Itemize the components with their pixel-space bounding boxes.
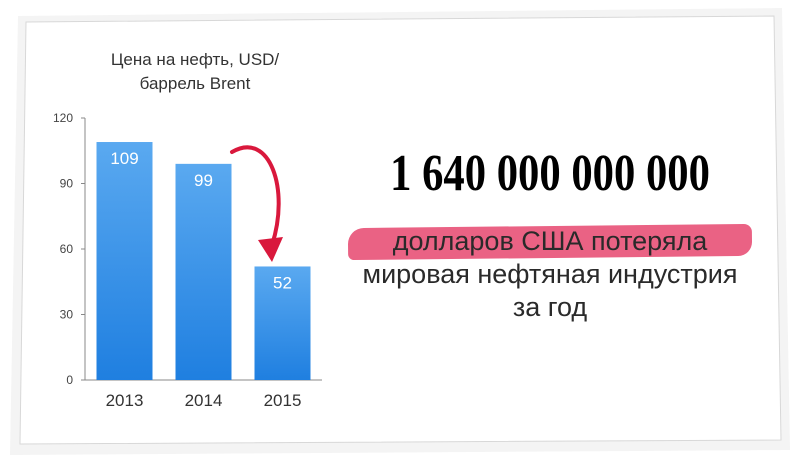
y-tick-label: 90: [60, 177, 74, 191]
chart-title: Цена на нефть, USD/ баррель Brent: [60, 48, 330, 96]
data-label: 99: [194, 171, 213, 190]
bar-2015: [254, 266, 311, 380]
headline-line-2: мировая нефтяная индустрия: [362, 259, 738, 289]
y-tick-label: 30: [60, 308, 74, 322]
bar-2013: [96, 142, 153, 380]
headline-line-1: долларов США потеряла: [392, 226, 708, 256]
headline-number: 1 640 000 000 000: [390, 145, 710, 202]
decline-arrow-head: [258, 237, 283, 262]
bar-2014: [175, 163, 232, 380]
data-label: 52: [273, 273, 292, 292]
x-tick-label: 2015: [264, 391, 302, 410]
data-label: 109: [110, 149, 138, 168]
chart-title-line-2: баррель Brent: [139, 74, 251, 93]
x-tick-label: 2013: [106, 391, 144, 410]
x-tick-label: 2014: [185, 391, 223, 410]
headline-line-3: за год: [512, 292, 588, 322]
decline-arrow: [230, 145, 281, 247]
y-tick-label: 120: [53, 111, 73, 125]
y-tick-label: 60: [60, 242, 74, 256]
chart-title-line-1: Цена на нефть, USD/: [110, 50, 280, 69]
y-tick-label: 0: [66, 373, 73, 387]
